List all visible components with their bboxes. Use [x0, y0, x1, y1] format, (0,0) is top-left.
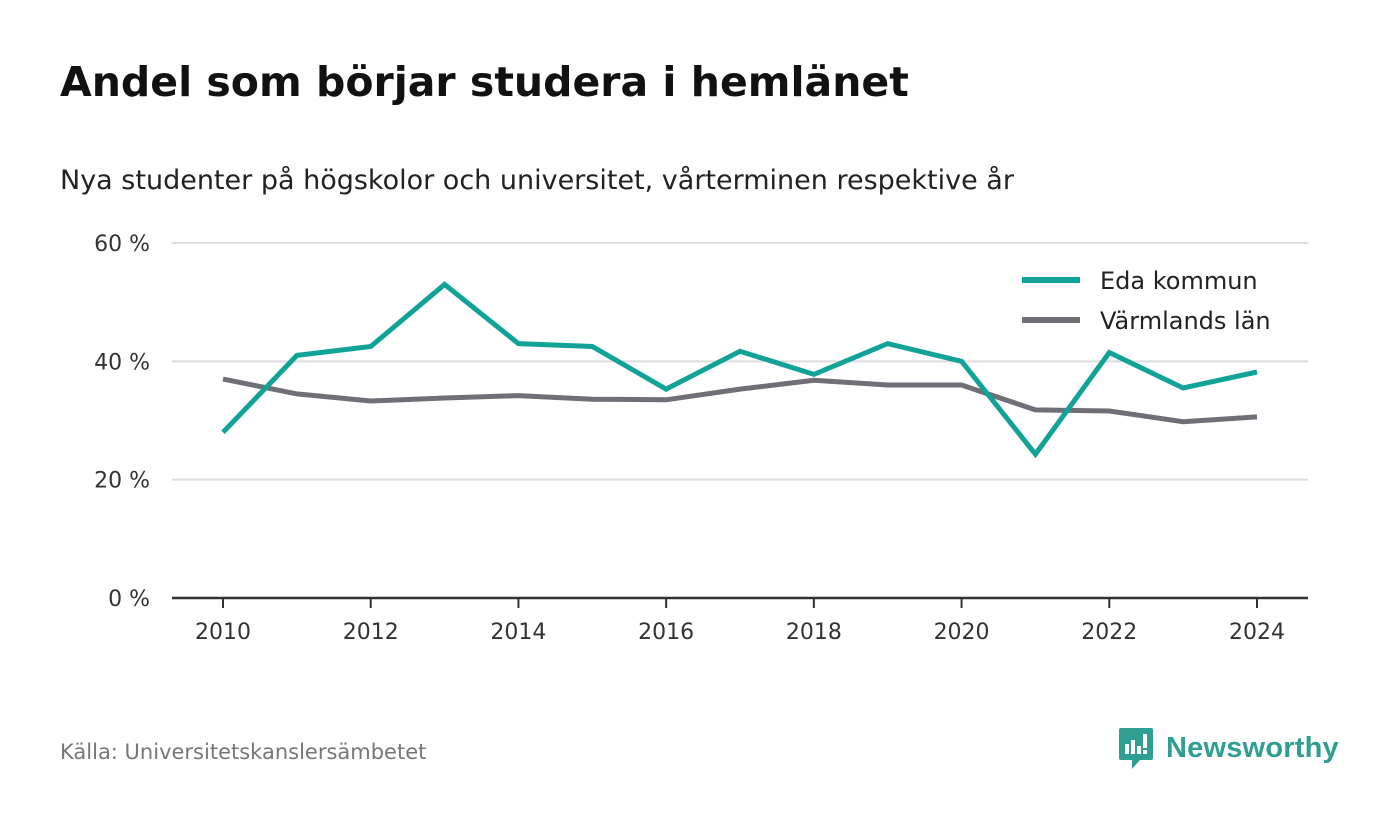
axes: 0 % 20 % 40 % 60 % 2010 2012 2014 2016 2018 2020 2…	[94, 232, 1308, 645]
x-tick-label: 2024	[1229, 620, 1285, 645]
y-tick-label: 20 %	[94, 469, 150, 494]
line-chart: 0 % 20 % 40 % 60 % 2010 2012 2014 2016 2018 2020 2…	[94, 232, 1308, 645]
series-line-1	[222, 376, 1258, 425]
x-tick-label: 2016	[638, 620, 694, 645]
x-tick-label: 2012	[343, 620, 399, 645]
brand-name: Newsworthy	[1166, 731, 1339, 764]
series-line-0	[221, 281, 1258, 459]
x-tick-label: 2010	[195, 620, 251, 645]
legend-label: Värmlands län	[1100, 307, 1271, 335]
x-tick-label: 2022	[1081, 620, 1137, 645]
y-tick-label: 60 %	[94, 232, 150, 257]
chart-subtitle: Nya studenter på högskolor och universit…	[60, 165, 1014, 196]
x-tick-label: 2018	[786, 620, 842, 645]
gridlines	[172, 242, 1308, 481]
source-note: Källa: Universitetskanslersämbetet	[60, 740, 427, 764]
series-lines	[221, 281, 1258, 459]
x-tick-label: 2020	[934, 620, 990, 645]
legend-label: Eda kommun	[1100, 267, 1258, 295]
x-tick-label: 2014	[490, 620, 546, 645]
chart-title: Andel som börjar studera i hemlänet	[60, 58, 909, 106]
y-tick-label: 0 %	[108, 587, 150, 612]
brand-logo: Newsworthy	[1118, 726, 1339, 770]
legend: Eda kommun Värmlands län	[1022, 267, 1271, 335]
y-tick-label: 40 %	[94, 350, 150, 375]
newsworthy-logo-icon	[1119, 728, 1153, 769]
